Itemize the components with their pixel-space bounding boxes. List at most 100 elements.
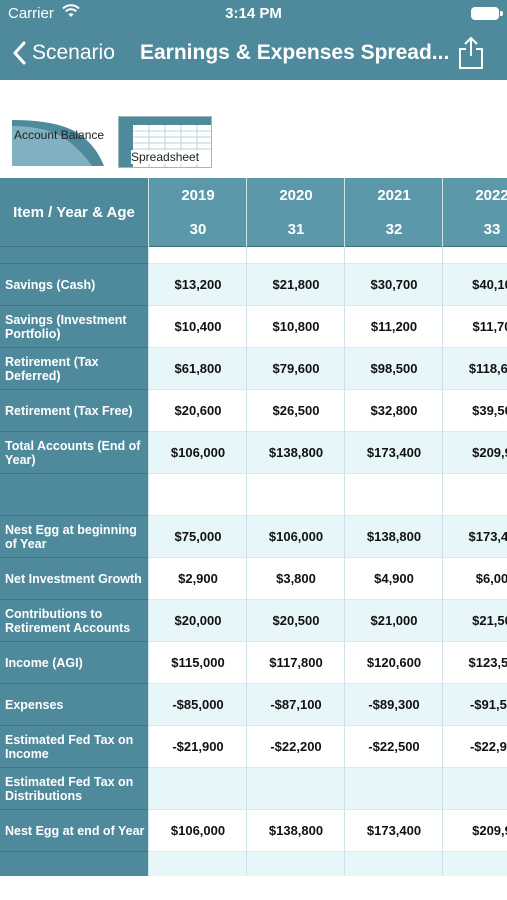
table-cell[interactable]: $10,800	[247, 306, 345, 348]
table-cell[interactable]: $138,800	[247, 432, 345, 474]
table-cell[interactable]	[443, 474, 507, 516]
table-cell[interactable]: $120,600	[345, 642, 443, 684]
age-header: 31	[247, 212, 345, 247]
row-label	[0, 474, 148, 516]
year-column: 2019 30 $13,200 $10,400 $61,800 $20,600 $106,0…	[148, 178, 247, 876]
table-cell[interactable]	[443, 852, 507, 876]
carrier-label: Carrier	[8, 5, 54, 22]
bottom-margin	[0, 876, 507, 900]
row-label: Total Accounts (End of Year)	[0, 432, 148, 474]
header-label: Item / Year & Age	[0, 178, 148, 247]
row-label: Estimated Fed Tax on Distributions	[0, 768, 148, 810]
table-cell[interactable]: -$22,90	[443, 726, 507, 768]
table-cell[interactable]: $20,600	[149, 390, 247, 432]
table-cell[interactable]: $26,500	[247, 390, 345, 432]
year-header: 2022	[443, 178, 507, 213]
table-cell[interactable]: $118,60	[443, 348, 507, 390]
table-cell[interactable]: $106,000	[149, 432, 247, 474]
table-cell[interactable]: $20,500	[247, 600, 345, 642]
table-cell[interactable]	[345, 246, 443, 264]
table-cell[interactable]	[345, 852, 443, 876]
row-label: Nest Egg at beginning of Year	[0, 516, 148, 558]
table-cell[interactable]: $11,200	[345, 306, 443, 348]
table-cell[interactable]	[247, 768, 345, 810]
table-cell[interactable]: $21,800	[247, 264, 345, 306]
table-cell[interactable]	[443, 246, 507, 264]
wifi-icon	[62, 4, 80, 17]
table-cell[interactable]: -$21,900	[149, 726, 247, 768]
table-cell[interactable]: $138,800	[247, 810, 345, 852]
table-cell[interactable]: -$89,300	[345, 684, 443, 726]
back-label: Scenario	[32, 41, 115, 64]
table-cell[interactable]: $173,400	[345, 432, 443, 474]
table-cell[interactable]	[247, 474, 345, 516]
table-cell[interactable]: -$87,100	[247, 684, 345, 726]
page-title: Earnings & Expenses Spread...	[140, 41, 450, 64]
table-cell[interactable]: $21,000	[345, 600, 443, 642]
share-icon[interactable]	[457, 36, 485, 70]
row-label: Savings (Cash)	[0, 264, 148, 306]
table-cell[interactable]: $173,400	[345, 810, 443, 852]
table-cell[interactable]: $61,800	[149, 348, 247, 390]
chevron-left-icon	[13, 41, 26, 65]
account-balance-thumbnail[interactable]: Account Balance	[12, 116, 106, 166]
row-label: Savings (Investment Portfolio)	[0, 306, 148, 348]
table-cell[interactable]: $106,000	[247, 516, 345, 558]
table-cell[interactable]: $32,800	[345, 390, 443, 432]
age-header: 32	[345, 212, 443, 247]
spreadsheet-thumbnail[interactable]: Spreadsheet	[118, 116, 212, 168]
table-cell[interactable]	[149, 768, 247, 810]
table-cell[interactable]: $20,000	[149, 600, 247, 642]
table-cell[interactable]: $30,700	[345, 264, 443, 306]
table-cell[interactable]: $98,500	[345, 348, 443, 390]
table-cell[interactable]: -$85,000	[149, 684, 247, 726]
battery-icon	[471, 7, 503, 20]
table-cell[interactable]: $3,800	[247, 558, 345, 600]
table-cell[interactable]	[149, 246, 247, 264]
table-cell[interactable]: $39,50	[443, 390, 507, 432]
table-cell[interactable]: $13,200	[149, 264, 247, 306]
status-time: 3:14 PM	[225, 5, 282, 22]
table-cell[interactable]: -$22,500	[345, 726, 443, 768]
table-cell[interactable]	[345, 474, 443, 516]
table-cell[interactable]: $21,50	[443, 600, 507, 642]
table-cell[interactable]: $115,000	[149, 642, 247, 684]
row-label: Nest Egg at end of Year	[0, 810, 148, 852]
table-cell[interactable]: -$91,50	[443, 684, 507, 726]
back-button[interactable]: Scenario	[12, 38, 115, 68]
row-label: Net Investment Growth	[0, 558, 148, 600]
table-cell[interactable]: $173,40	[443, 516, 507, 558]
row-label: Expenses	[0, 684, 148, 726]
table-cell[interactable]: $209,9	[443, 432, 507, 474]
table-cell[interactable]	[247, 852, 345, 876]
row-label	[0, 852, 148, 876]
spreadsheet-table[interactable]: Item / Year & Age Savings (Cash) Savings …	[0, 178, 507, 876]
table-cell[interactable]: $11,70	[443, 306, 507, 348]
table-cell[interactable]	[149, 474, 247, 516]
table-cell[interactable]: -$22,200	[247, 726, 345, 768]
table-cell[interactable]: $40,10	[443, 264, 507, 306]
year-header: 2020	[247, 178, 345, 213]
table-cell[interactable]: $6,00	[443, 558, 507, 600]
row-label-column: Item / Year & Age Savings (Cash) Savings …	[0, 178, 148, 876]
table-cell[interactable]: $138,800	[345, 516, 443, 558]
table-cell[interactable]: $10,400	[149, 306, 247, 348]
table-cell[interactable]	[149, 852, 247, 876]
table-cell[interactable]: $75,000	[149, 516, 247, 558]
table-cell[interactable]: $4,900	[345, 558, 443, 600]
year-header: 2019	[149, 178, 247, 213]
row-label: Income (AGI)	[0, 642, 148, 684]
table-cell[interactable]: $79,600	[247, 348, 345, 390]
table-cell[interactable]	[345, 768, 443, 810]
table-cell[interactable]	[443, 768, 507, 810]
year-column: 2021 32 $30,700 $11,200 $98,500 $32,800 $173,4…	[344, 178, 443, 876]
age-header: 33	[443, 212, 507, 247]
table-cell[interactable]: $123,50	[443, 642, 507, 684]
row-label: Estimated Fed Tax on Income	[0, 726, 148, 768]
table-cell[interactable]: $209,9	[443, 810, 507, 852]
table-cell[interactable]	[247, 246, 345, 264]
nav-bar: Scenario Earnings & Expenses Spread...	[0, 28, 507, 80]
table-cell[interactable]: $2,900	[149, 558, 247, 600]
table-cell[interactable]: $106,000	[149, 810, 247, 852]
table-cell[interactable]: $117,800	[247, 642, 345, 684]
